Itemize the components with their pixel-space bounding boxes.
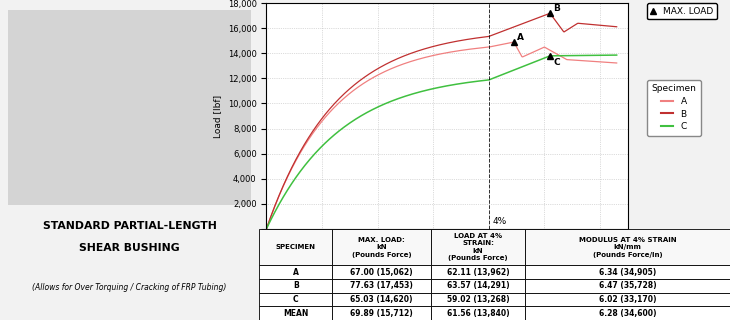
A (431, 53, 439, 57)
Bar (259, 265, 332, 279)
A (262, 227, 271, 231)
C (262, 227, 271, 231)
Text: SHEAR BUSHING: SHEAR BUSHING (80, 243, 180, 253)
Y-axis label: Load [lbf]: Load [lbf] (213, 94, 222, 138)
C (471, 80, 480, 84)
C (429, 87, 437, 91)
Bar (431, 279, 525, 293)
Bar (332, 279, 431, 293)
Text: B: B (293, 281, 299, 290)
A (509, 40, 518, 44)
Text: (Allows for Over Torquing / Cracking of FRP Tubing): (Allows for Over Torquing / Cracking of … (32, 284, 227, 292)
C (549, 54, 558, 58)
Text: 6.47 (35,728): 6.47 (35,728) (599, 281, 656, 290)
Bar (259, 229, 332, 265)
X-axis label: Extension [in]: Extension [in] (416, 253, 478, 262)
Bar (431, 265, 525, 279)
B (612, 25, 621, 29)
Text: MEAN: MEAN (283, 309, 308, 318)
C (431, 86, 439, 90)
B (431, 44, 439, 48)
A (612, 61, 621, 65)
A (604, 60, 613, 64)
Text: 65.03 (14,620): 65.03 (14,620) (350, 295, 413, 304)
A (550, 51, 558, 54)
Text: 62.11 (13,962): 62.11 (13,962) (447, 268, 510, 276)
Line: C: C (266, 55, 617, 229)
Text: SPECIMEN: SPECIMEN (276, 244, 315, 250)
Text: A: A (293, 268, 299, 276)
Bar (431, 229, 525, 265)
Text: 6.28 (34,600): 6.28 (34,600) (599, 309, 656, 318)
Text: C: C (293, 295, 299, 304)
Text: 69.89 (15,712): 69.89 (15,712) (350, 309, 413, 318)
Text: A: A (517, 33, 524, 42)
A (471, 47, 480, 51)
Text: 77.63 (17,453): 77.63 (17,453) (350, 281, 413, 290)
Bar (8, 10, 251, 205)
Bar (525, 306, 730, 320)
Bar (332, 306, 431, 320)
Text: STANDARD PARTIAL-LENGTH: STANDARD PARTIAL-LENGTH (42, 220, 217, 231)
B (262, 227, 271, 231)
C (604, 53, 612, 57)
Bar (332, 292, 431, 306)
Line: B: B (266, 13, 617, 229)
Bar (259, 306, 332, 320)
Bar (259, 279, 332, 293)
Text: MAX. LOAD:
kN
(Pounds Force): MAX. LOAD: kN (Pounds Force) (352, 236, 412, 258)
B (471, 36, 480, 40)
Bar (525, 229, 730, 265)
Bar (332, 229, 431, 265)
Bar (525, 279, 730, 293)
Text: MODULUS AT 4% STRAIN
kN/mm
(Pounds Force/In): MODULUS AT 4% STRAIN kN/mm (Pounds Force… (579, 236, 677, 258)
Bar (431, 306, 525, 320)
Legend: A, B, C: A, B, C (647, 80, 701, 136)
Text: C: C (553, 58, 560, 67)
A (429, 54, 437, 58)
A (452, 49, 461, 53)
Text: 6.34 (34,905): 6.34 (34,905) (599, 268, 656, 276)
B (429, 45, 437, 49)
C (452, 82, 461, 86)
Line: A: A (266, 42, 617, 229)
B (550, 17, 558, 21)
Bar (431, 292, 525, 306)
Text: 59.02 (13,268): 59.02 (13,268) (447, 295, 510, 304)
Bar (525, 292, 730, 306)
Text: B: B (553, 4, 560, 13)
Text: 4%: 4% (492, 217, 507, 227)
C (612, 53, 621, 57)
B (452, 39, 461, 43)
Bar (259, 292, 332, 306)
Text: 61.56 (13,840): 61.56 (13,840) (447, 309, 510, 318)
Text: 6.02 (33,170): 6.02 (33,170) (599, 295, 656, 304)
B (604, 24, 613, 28)
B (545, 11, 554, 15)
Text: 63.57 (14,291): 63.57 (14,291) (447, 281, 510, 290)
Text: LOAD AT 4%
STRAIN:
kN
(Pounds Force): LOAD AT 4% STRAIN: kN (Pounds Force) (448, 233, 508, 261)
Bar (525, 265, 730, 279)
Text: 67.00 (15,062): 67.00 (15,062) (350, 268, 413, 276)
Bar (332, 265, 431, 279)
